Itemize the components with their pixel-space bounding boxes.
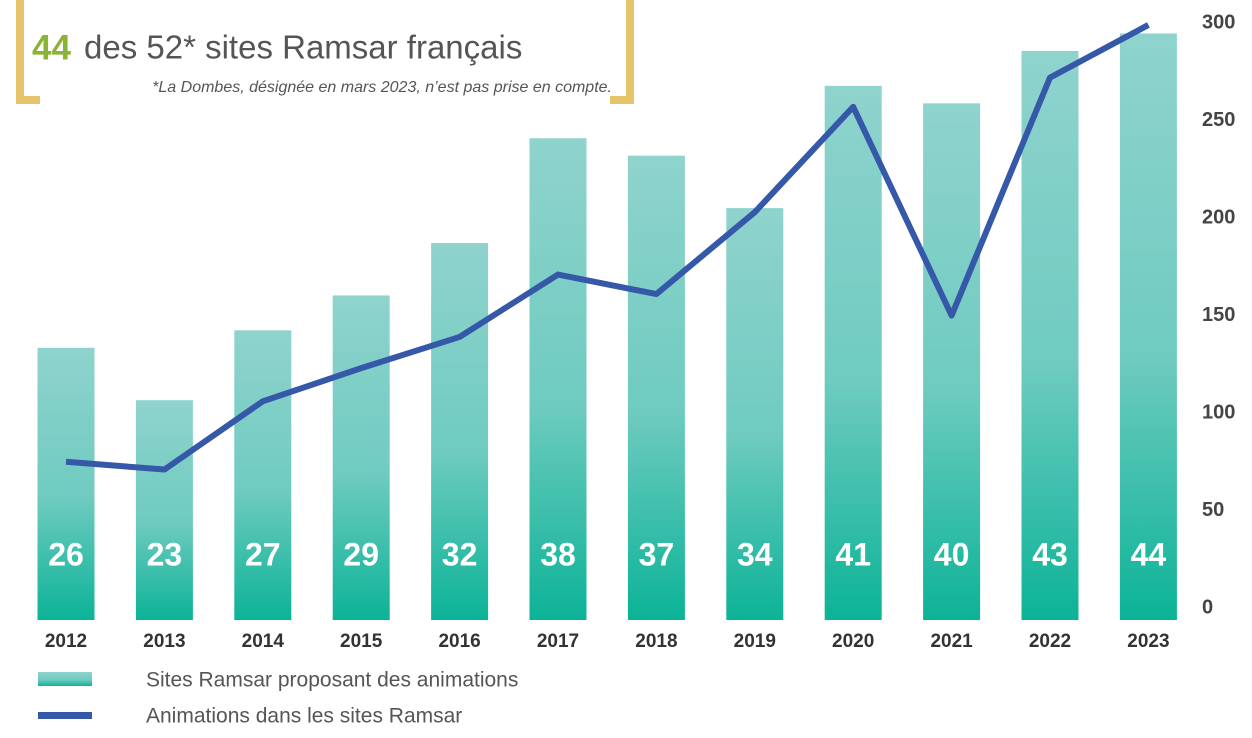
bar-value-label: 27 bbox=[245, 536, 281, 572]
x-tick-label: 2017 bbox=[537, 631, 579, 652]
x-tick-label: 2016 bbox=[438, 631, 480, 652]
bar-value-label: 40 bbox=[934, 536, 970, 572]
bar bbox=[332, 295, 390, 620]
bar bbox=[627, 155, 685, 620]
bar-value-label: 23 bbox=[147, 536, 183, 572]
bar bbox=[726, 208, 784, 620]
bar bbox=[923, 103, 981, 620]
chart-subtitle: *La Dombes, désignée en mars 2023, n’est… bbox=[152, 79, 612, 96]
bar-value-label: 43 bbox=[1032, 536, 1068, 572]
x-tick-label: 2020 bbox=[832, 631, 874, 652]
bar bbox=[529, 138, 587, 621]
y2-tick-label: 200 bbox=[1202, 206, 1235, 228]
bar bbox=[431, 243, 489, 620]
x-tick-label: 2013 bbox=[143, 631, 185, 652]
bar-value-label: 44 bbox=[1131, 536, 1167, 572]
legend-swatch-line bbox=[38, 712, 92, 719]
title-highlight: 44 bbox=[32, 28, 71, 67]
bar bbox=[1021, 50, 1079, 620]
x-tick-label: 2012 bbox=[45, 631, 87, 652]
legend-label: Animations dans les sites Ramsar bbox=[146, 705, 462, 728]
x-tick-label: 2019 bbox=[734, 631, 776, 652]
y2-tick-label: 300 bbox=[1202, 11, 1235, 33]
x-tick-label: 2022 bbox=[1029, 631, 1071, 652]
y2-tick-label: 150 bbox=[1202, 304, 1235, 326]
bar bbox=[37, 347, 95, 620]
x-tick-label: 2014 bbox=[242, 631, 285, 652]
x-tick-label: 2018 bbox=[635, 631, 677, 652]
x-tick-label: 2021 bbox=[930, 631, 973, 652]
bar-value-label: 29 bbox=[343, 536, 379, 572]
legend-label: Sites Ramsar proposant des animations bbox=[146, 669, 518, 692]
title-frame bbox=[16, 0, 634, 104]
y2-tick-label: 250 bbox=[1202, 109, 1235, 131]
line bbox=[65, 22, 1150, 473]
bar bbox=[234, 330, 292, 620]
bar bbox=[824, 85, 882, 621]
y2-tick-label: 50 bbox=[1202, 499, 1224, 521]
bar-value-label: 37 bbox=[639, 536, 675, 572]
chart-title: des 52* sites Ramsar français bbox=[84, 29, 522, 66]
legend-swatch bbox=[38, 672, 92, 686]
bar-value-label: 32 bbox=[442, 536, 478, 572]
y2-tick-label: 0 bbox=[1202, 596, 1213, 618]
x-tick-label: 2023 bbox=[1127, 631, 1169, 652]
bar-value-label: 26 bbox=[48, 536, 84, 572]
x-tick-label: 2015 bbox=[340, 631, 383, 652]
bar bbox=[135, 400, 193, 620]
bar-value-label: 38 bbox=[540, 536, 576, 572]
bar bbox=[1119, 33, 1177, 621]
bar-value-label: 34 bbox=[737, 536, 773, 572]
y2-tick-label: 100 bbox=[1202, 401, 1235, 423]
bar-value-label: 41 bbox=[835, 536, 871, 572]
